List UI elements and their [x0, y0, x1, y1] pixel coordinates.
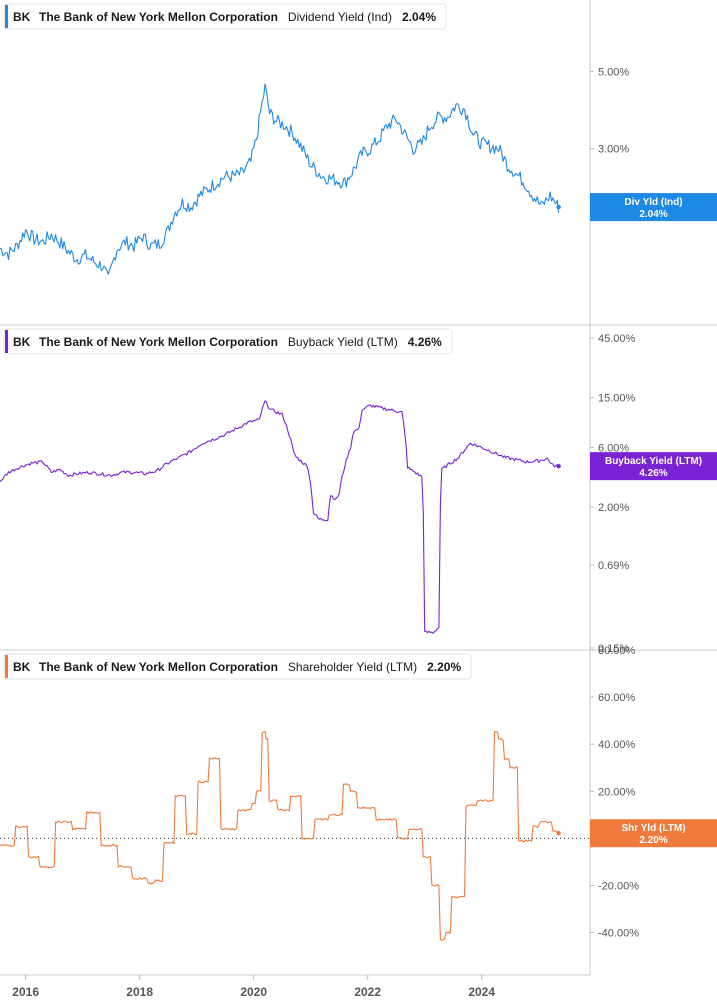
- y-tick-label: 6.00%: [598, 443, 629, 455]
- y-tick-label: 60.00%: [598, 692, 636, 704]
- metric-name: Buyback Yield (LTM): [288, 335, 398, 349]
- series-line-2: [0, 731, 559, 941]
- value-tag-value: 2.20%: [639, 835, 667, 846]
- value-tag-value: 2.04%: [639, 209, 667, 220]
- series-end-point: [556, 831, 561, 836]
- value-tag: [590, 819, 717, 848]
- ticker-label: BK: [13, 10, 31, 24]
- value-tag: [590, 452, 717, 481]
- value-tag-title: Div Yld (Ind): [624, 197, 682, 208]
- value-tag-title: Buyback Yield (LTM): [605, 456, 702, 467]
- series-header-box[interactable]: [3, 3, 447, 30]
- y-tick-label: 2.00%: [598, 502, 629, 514]
- series-header-box[interactable]: [3, 328, 453, 355]
- x-tick-label: 2020: [240, 985, 267, 999]
- y-tick-label: 20.00%: [598, 786, 636, 798]
- metric-value: 2.04%: [402, 10, 436, 24]
- company-name: The Bank of New York Mellon Corporation: [39, 335, 278, 349]
- series-color-marker: [5, 655, 8, 678]
- company-name: The Bank of New York Mellon Corporation: [39, 10, 278, 24]
- metric-value: 4.26%: [408, 335, 442, 349]
- y-tick-label: -20.00%: [598, 881, 639, 893]
- y-tick-label: 15.00%: [598, 393, 636, 405]
- series-color-marker: [5, 330, 8, 353]
- metric-value: 2.20%: [427, 660, 461, 674]
- series-end-point: [556, 463, 561, 469]
- y-tick-label: 0.69%: [598, 560, 629, 572]
- series-line-0: [0, 83, 560, 275]
- metric-name: Dividend Yield (Ind): [288, 10, 392, 24]
- y-tick-label: -40.00%: [598, 928, 639, 940]
- series-color-marker: [5, 5, 8, 28]
- y-tick-label: 45.00%: [598, 333, 636, 345]
- metric-name: Shareholder Yield (LTM): [288, 660, 417, 674]
- y-tick-label: 5.00%: [598, 66, 629, 78]
- y-tick-label: 0.15%: [598, 643, 629, 655]
- value-tag-title: Shr Yld (LTM): [621, 823, 685, 834]
- y-tick-label: 40.00%: [598, 739, 636, 751]
- value-tag-value: 4.26%: [639, 468, 667, 479]
- ticker-label: BK: [13, 660, 31, 674]
- y-tick-label: 3.00%: [598, 144, 629, 156]
- series-line-1: [0, 400, 559, 634]
- value-tag: [590, 193, 717, 222]
- series-end-point: [556, 204, 561, 210]
- x-tick-label: 2022: [354, 985, 381, 999]
- x-tick-label: 2024: [468, 985, 495, 999]
- x-tick-label: 2018: [126, 985, 153, 999]
- y-tick-label: 80.00%: [598, 645, 636, 657]
- x-tick-label: 2016: [12, 985, 39, 999]
- company-name: The Bank of New York Mellon Corporation: [39, 660, 278, 674]
- ticker-label: BK: [13, 335, 31, 349]
- series-header-box[interactable]: [3, 653, 472, 680]
